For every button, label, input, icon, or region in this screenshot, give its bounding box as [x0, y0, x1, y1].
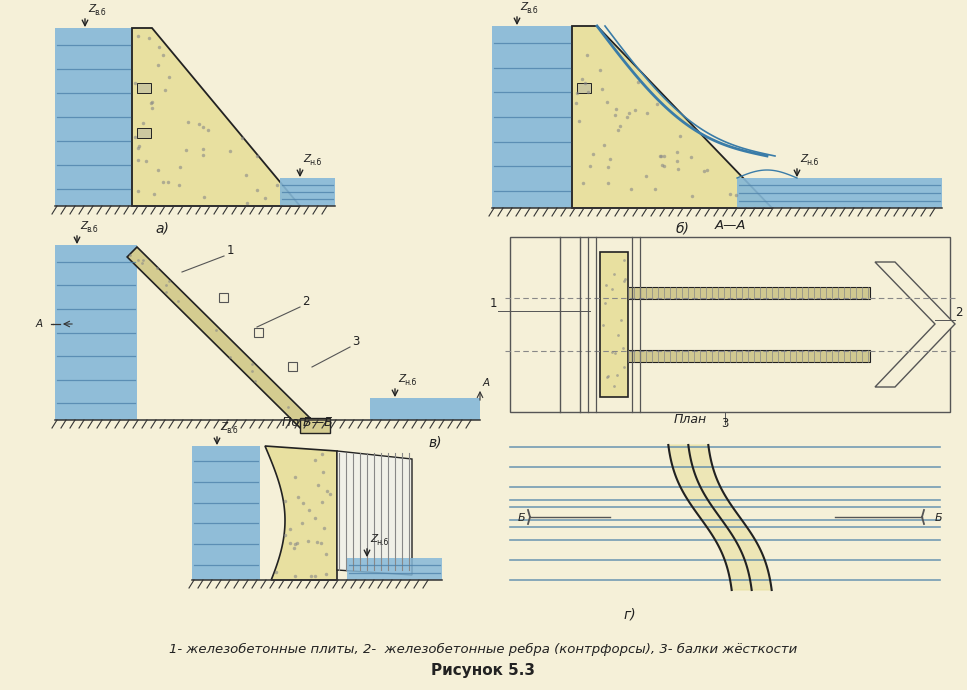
Text: н.б: н.б [376, 538, 388, 547]
Text: Z: Z [398, 374, 405, 384]
Text: н.б: н.б [309, 158, 321, 167]
Text: 1: 1 [490, 297, 497, 310]
Text: Z: Z [800, 154, 807, 164]
Polygon shape [55, 28, 132, 206]
Text: Z: Z [370, 534, 377, 544]
Text: Z: Z [303, 154, 310, 164]
Polygon shape [127, 247, 310, 428]
Polygon shape [55, 245, 137, 420]
Text: н.б: н.б [806, 158, 818, 167]
Text: б): б) [675, 222, 689, 236]
Text: н.б: н.б [404, 378, 416, 387]
Text: а): а) [155, 222, 169, 236]
Text: План: План [673, 413, 707, 426]
Text: в): в) [428, 436, 442, 450]
Polygon shape [280, 178, 335, 206]
Text: 2: 2 [955, 306, 962, 319]
Polygon shape [265, 446, 337, 580]
FancyBboxPatch shape [510, 237, 950, 412]
Text: Z: Z [520, 2, 527, 12]
Text: Рисунок 5.3: Рисунок 5.3 [431, 663, 535, 678]
Text: 2: 2 [302, 295, 309, 308]
Polygon shape [337, 451, 412, 575]
FancyBboxPatch shape [600, 252, 628, 397]
Polygon shape [572, 26, 772, 208]
Polygon shape [668, 445, 772, 590]
Polygon shape [875, 262, 955, 387]
Text: Z: Z [88, 4, 95, 14]
Text: А: А [483, 378, 490, 388]
Text: По Б—Б: По Б—Б [281, 416, 333, 429]
Polygon shape [492, 26, 572, 208]
Polygon shape [300, 418, 330, 433]
Text: Б: Б [935, 513, 943, 523]
Text: в.б: в.б [226, 426, 238, 435]
Text: в.б: в.б [526, 6, 538, 15]
Text: Z: Z [80, 221, 87, 231]
Polygon shape [370, 398, 480, 420]
Text: A—A: A—A [715, 219, 746, 232]
FancyBboxPatch shape [628, 287, 870, 299]
Text: 1: 1 [227, 244, 235, 257]
Polygon shape [192, 446, 260, 580]
Polygon shape [132, 28, 300, 206]
Polygon shape [737, 178, 942, 208]
Text: 3: 3 [721, 417, 729, 430]
FancyBboxPatch shape [137, 128, 151, 138]
Text: 3: 3 [352, 335, 360, 348]
Text: г): г) [624, 607, 636, 621]
Text: Z: Z [220, 422, 227, 432]
Text: 1- железобетонные плиты, 2-  железобетонные ребра (контрфорсы), 3- балки жёсткос: 1- железобетонные плиты, 2- железобетонн… [169, 643, 797, 656]
Text: Б: Б [518, 513, 526, 523]
Text: в.б: в.б [86, 225, 98, 234]
FancyBboxPatch shape [628, 350, 870, 362]
Polygon shape [347, 558, 442, 580]
Text: в.б: в.б [94, 8, 105, 17]
FancyBboxPatch shape [577, 83, 591, 93]
Text: А: А [36, 319, 43, 329]
FancyBboxPatch shape [137, 83, 151, 93]
